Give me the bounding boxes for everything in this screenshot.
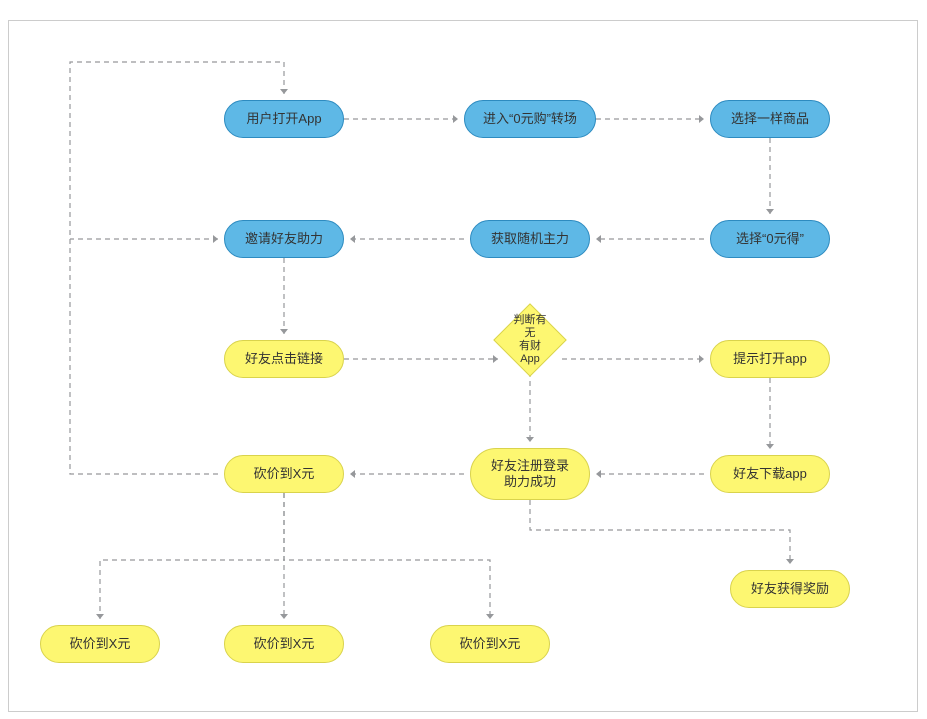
node-r4c1: 砍价到X元	[224, 455, 344, 493]
node-r1c3: 选择一样商品	[710, 100, 830, 138]
flowchart-canvas: 用户打开App 进入“0元购”转场 选择一样商品邀请好友助力 获取随机主力 选择“0元得…	[0, 0, 927, 719]
node-r2c3: 选择“0元得”	[710, 220, 830, 258]
node-r4c3: 好友下载app	[710, 455, 830, 493]
node-r3c2: 判断有无 有财App	[504, 314, 556, 366]
node-r2c1: 邀请好友助力	[224, 220, 344, 258]
node-r3c1: 好友点击链接	[224, 340, 344, 378]
node-r3c3: 提示打开app	[710, 340, 830, 378]
node-label-r3c2: 判断有无 有财App	[504, 314, 556, 366]
node-r1c1: 用户打开App	[224, 100, 344, 138]
node-r5c3: 好友获得奖励	[730, 570, 850, 608]
node-r6c: 砍价到X元	[430, 625, 550, 663]
node-r1c2: 进入“0元购”转场	[464, 100, 596, 138]
node-r4c2: 好友注册登录 助力成功	[470, 448, 590, 500]
node-r6a: 砍价到X元	[40, 625, 160, 663]
node-r6b: 砍价到X元	[224, 625, 344, 663]
node-r2c2: 获取随机主力	[470, 220, 590, 258]
